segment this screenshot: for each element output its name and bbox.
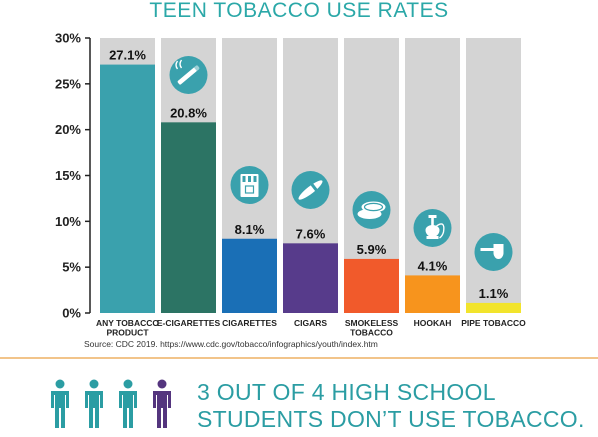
value-label: 27.1%	[109, 48, 146, 63]
bar	[100, 64, 155, 313]
y-tick-label: 15%	[55, 168, 81, 183]
bar	[283, 243, 338, 313]
callout-line-1: 3 OUT OF 4 HIGH SCHOOL	[197, 379, 496, 405]
people-icons	[51, 379, 171, 428]
category-label: SMOKELESS	[345, 318, 399, 328]
background-bar	[405, 38, 460, 313]
bar-chart: 0% 5% 10% 15% 20% 25% 30% 27.1% 20.8% 8.1% 7.6% 5.…	[55, 31, 526, 338]
category-label: PRODUCT	[106, 328, 149, 338]
category-label: E-CIGARETTES	[157, 318, 221, 328]
smokeless-tin-icon	[352, 191, 391, 229]
person-icon	[119, 379, 137, 428]
cigar-icon	[291, 171, 330, 209]
y-tick-label: 20%	[55, 122, 81, 137]
data-bars	[100, 64, 521, 313]
category-label: TOBACCO	[350, 328, 393, 338]
category-label: CIGARS	[294, 318, 327, 328]
category-label: PIPE TOBACCO	[461, 318, 526, 328]
value-label: 1.1%	[479, 286, 509, 301]
background-bar	[466, 38, 521, 313]
cigarette-pack-icon	[230, 166, 269, 204]
category-label: CIGARETTES	[222, 318, 277, 328]
value-label: 8.1%	[235, 222, 265, 237]
category-label: HOOKAH	[414, 318, 452, 328]
source-note: Source: CDC 2019. https://www.cdc.gov/to…	[84, 339, 378, 349]
value-labels: 27.1% 20.8% 8.1% 7.6% 5.9% 4.1% 1.1%	[109, 48, 509, 301]
e-cigarette-icon	[169, 56, 208, 94]
bar	[222, 238, 277, 313]
hookah-icon	[413, 209, 452, 247]
value-label: 4.1%	[418, 258, 448, 273]
person-highlight-icon	[153, 379, 171, 428]
value-label: 5.9%	[357, 242, 387, 257]
bar	[405, 275, 460, 313]
bar	[466, 302, 521, 313]
divider	[0, 357, 598, 359]
y-axis: 0% 5% 10% 15% 20% 25% 30%	[55, 31, 91, 321]
bar	[344, 258, 399, 313]
callout-line-2: STUDENTS DON’T USE TOBACCO.	[197, 406, 585, 432]
person-icon	[51, 379, 69, 428]
bar	[161, 122, 216, 313]
person-icon	[85, 379, 103, 428]
y-tick-label: 0%	[62, 306, 81, 321]
chart-title: TEEN TOBACCO USE RATES	[149, 0, 449, 22]
pipe-icon	[474, 233, 513, 271]
value-label: 20.8%	[170, 105, 207, 120]
category-label: ANY TOBACCO	[96, 318, 159, 328]
value-label: 7.6%	[296, 226, 326, 241]
y-tick-label: 30%	[55, 31, 81, 46]
y-tick-label: 10%	[55, 214, 81, 229]
y-tick-label: 25%	[55, 76, 81, 91]
y-tick-label: 5%	[62, 260, 81, 275]
callout-message: 3 OUT OF 4 HIGH SCHOOL STUDENTS DON’T US…	[197, 379, 585, 433]
category-icons	[169, 56, 513, 271]
